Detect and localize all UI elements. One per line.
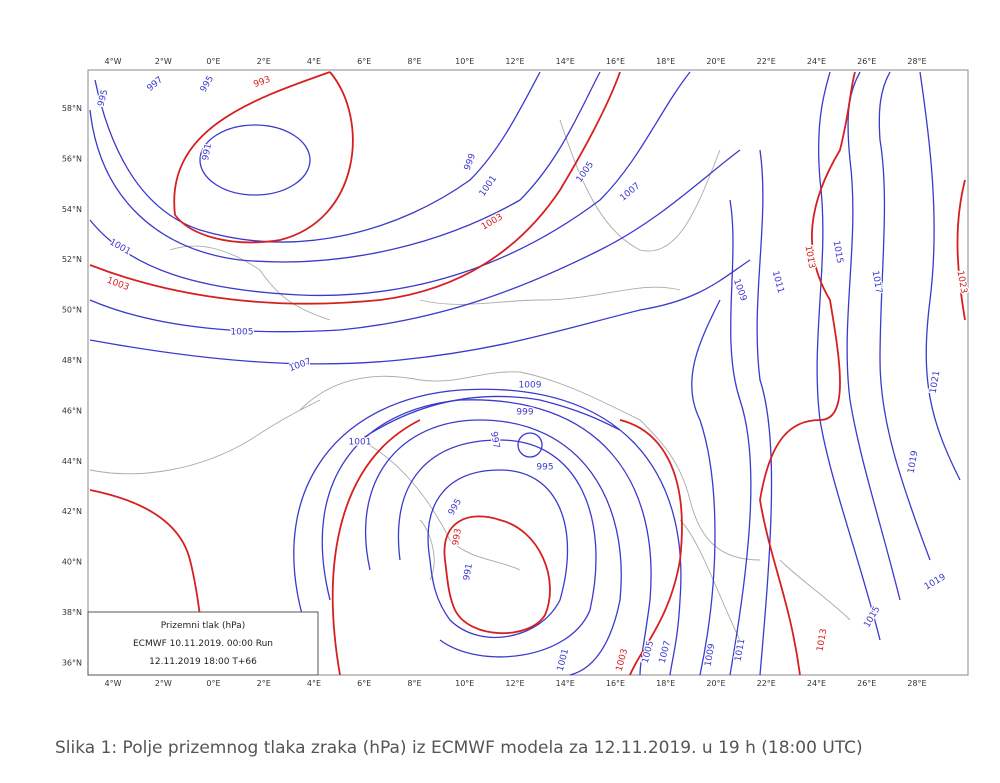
lon-label-bottom: 4°E — [307, 679, 321, 688]
lon-label-top: 6°E — [357, 57, 371, 66]
legend-box — [87, 611, 319, 676]
isobar-label: 991 — [462, 563, 475, 582]
lon-label-bottom: 2°W — [155, 679, 172, 688]
lat-label: 38°N — [62, 608, 82, 617]
lat-label: 58°N — [62, 104, 82, 113]
isobar-label: 999 — [516, 408, 533, 418]
lon-label-bottom: 24°E — [807, 679, 826, 688]
lon-label-bottom: 6°E — [357, 679, 371, 688]
caption: Slika 1: Polje prizemnog tlaka zraka (hP… — [55, 738, 863, 758]
lon-label-bottom: 14°E — [556, 679, 575, 688]
legend-run: ECMWF 10.11.2019. 00:00 Run — [133, 639, 273, 649]
pressure-map: Prizemni tlak (hPa) ECMWF 10.11.2019. 00… — [62, 57, 970, 688]
lat-label: 52°N — [62, 255, 82, 264]
lat-label: 56°N — [62, 154, 82, 163]
isobar-label: 997 — [488, 431, 501, 450]
lon-label-top: 16°E — [606, 57, 625, 66]
isobar-label: 1015 — [831, 240, 845, 264]
lon-label-top: 20°E — [706, 57, 725, 66]
lat-label: 46°N — [62, 406, 82, 415]
lon-label-top: 2°W — [155, 57, 172, 66]
isobar-label: 1001 — [349, 438, 372, 448]
lat-label: 50°N — [62, 306, 82, 315]
lon-label-top: 0°E — [206, 57, 220, 66]
isobar-label: 991 — [201, 143, 214, 162]
lon-label-top: 28°E — [907, 57, 926, 66]
lon-label-top: 4°E — [307, 57, 321, 66]
lon-label-bottom: 2°E — [257, 679, 271, 688]
lon-label-top: 24°E — [807, 57, 826, 66]
lat-label: 42°N — [62, 507, 82, 516]
lat-label: 48°N — [62, 356, 82, 365]
lon-label-bottom: 12°E — [505, 679, 524, 688]
lat-label: 36°N — [62, 658, 82, 667]
lat-label: 40°N — [62, 558, 82, 567]
lon-label-top: 10°E — [455, 57, 474, 66]
lon-label-bottom: 22°E — [757, 679, 776, 688]
lon-label-bottom: 26°E — [857, 679, 876, 688]
lon-label-bottom: 18°E — [656, 679, 675, 688]
lon-label-top: 4°W — [105, 57, 122, 66]
isobar-label: 995 — [536, 463, 553, 473]
lon-label-top: 8°E — [407, 57, 421, 66]
isobar-label: 1005 — [231, 328, 254, 338]
lon-label-top: 14°E — [556, 57, 575, 66]
isobar-label: 1009 — [519, 381, 542, 391]
lon-label-top: 12°E — [505, 57, 524, 66]
lon-label-bottom: 20°E — [706, 679, 725, 688]
legend-valid: 12.11.2019 18:00 T+66 — [149, 657, 257, 667]
lon-label-bottom: 8°E — [407, 679, 421, 688]
isobar-label: 993 — [451, 528, 464, 547]
map-frame — [87, 69, 969, 676]
lon-label-top: 2°E — [257, 57, 271, 66]
lon-label-bottom: 0°E — [206, 679, 220, 688]
lon-label-top: 22°E — [757, 57, 776, 66]
lon-label-bottom: 16°E — [606, 679, 625, 688]
lat-label: 54°N — [62, 205, 82, 214]
lon-label-bottom: 28°E — [907, 679, 926, 688]
lon-label-bottom: 10°E — [455, 679, 474, 688]
lon-label-bottom: 4°W — [105, 679, 122, 688]
lon-label-top: 18°E — [656, 57, 675, 66]
legend-title: Prizemni tlak (hPa) — [161, 621, 245, 631]
lat-label: 44°N — [62, 457, 82, 466]
isobars-blue — [89, 71, 961, 676]
lon-label-top: 26°E — [857, 57, 876, 66]
